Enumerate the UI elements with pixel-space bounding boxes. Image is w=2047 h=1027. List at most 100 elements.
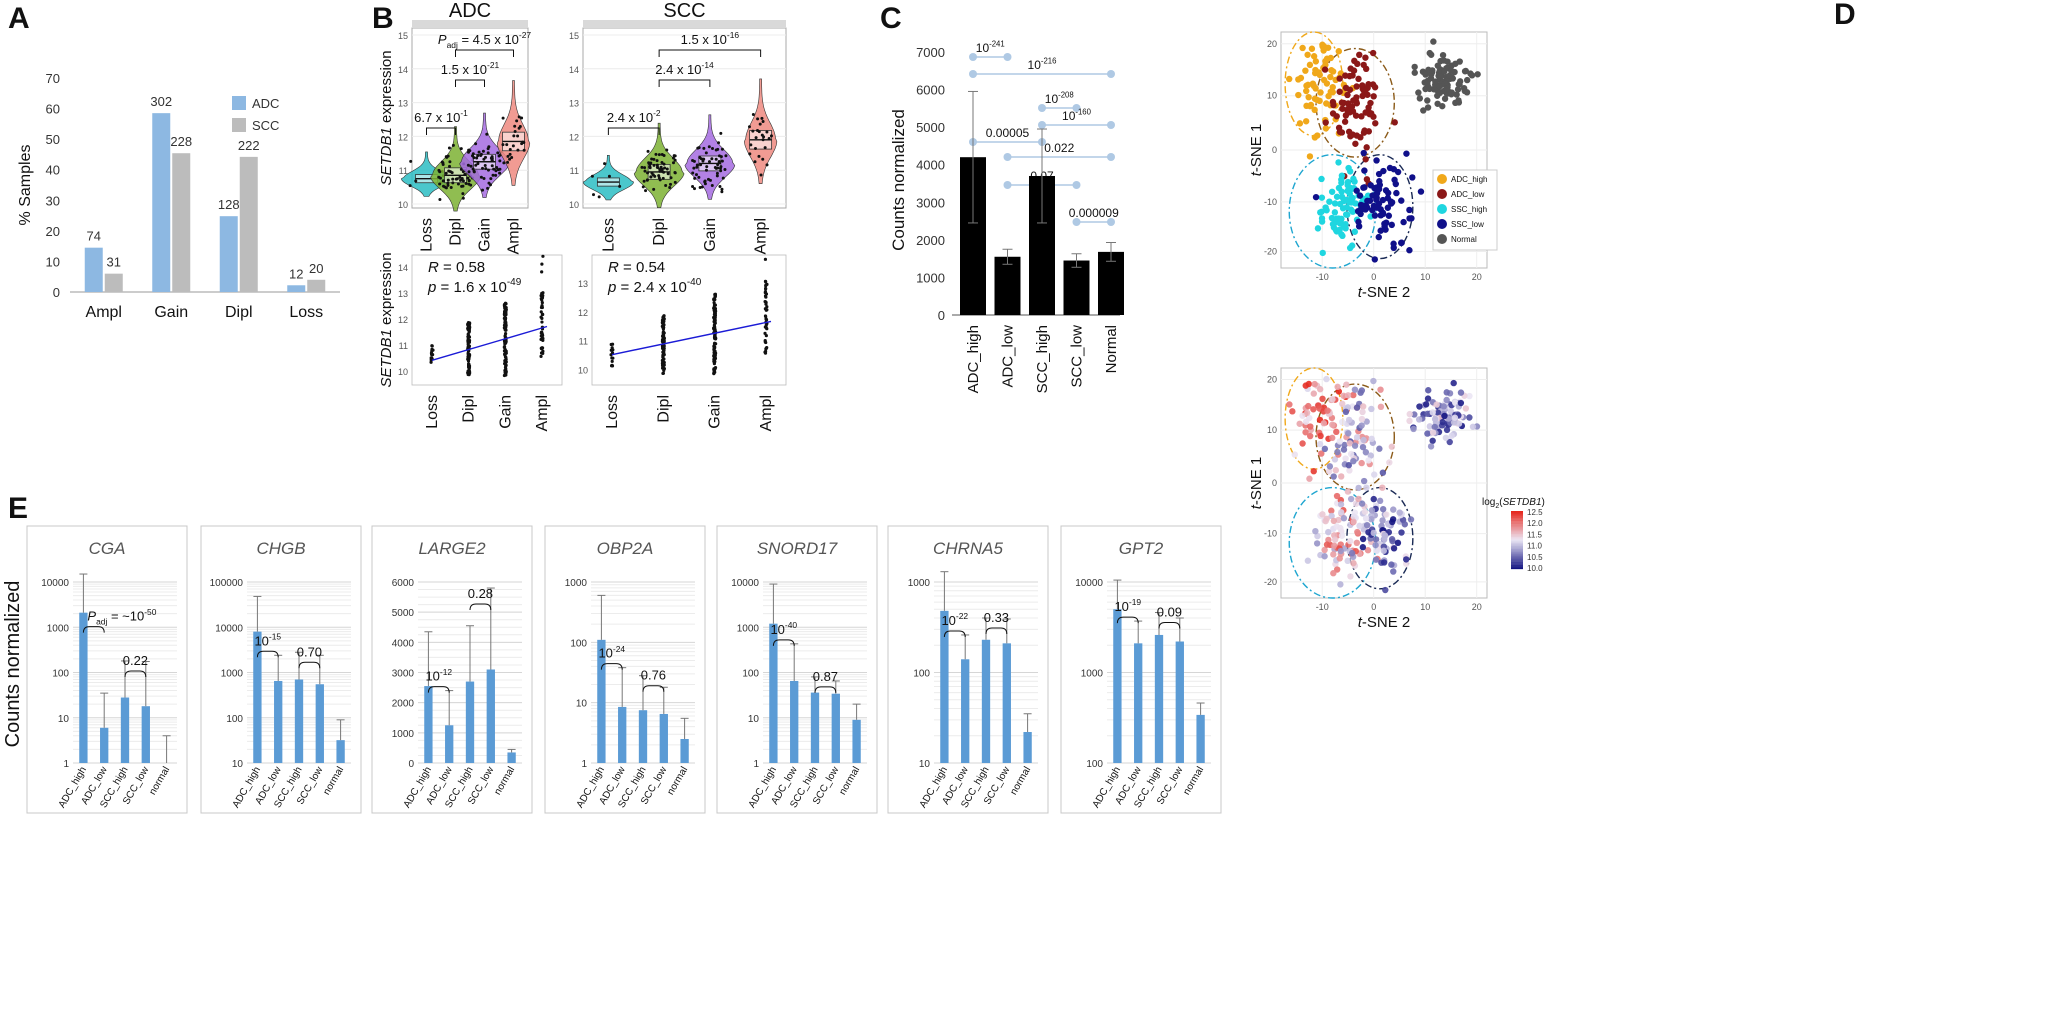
b-scatter-point [466, 364, 471, 368]
d-point [1416, 403, 1423, 410]
d-point [1375, 185, 1383, 193]
d-point [1362, 109, 1369, 116]
d-point [1440, 403, 1447, 410]
b-violin-point [693, 176, 697, 180]
b-violin-point [643, 166, 647, 170]
b-violin-point [666, 172, 670, 176]
d-point [1416, 95, 1424, 102]
b-violin-point [699, 163, 703, 167]
d-point [1415, 89, 1422, 96]
b-violin-point [471, 167, 475, 171]
d-point [1289, 408, 1296, 415]
d-point [1337, 581, 1344, 588]
b-violin-point [508, 157, 512, 161]
d-point [1310, 53, 1318, 60]
d-point [1308, 45, 1316, 52]
d-point [1328, 67, 1335, 74]
d-point [1321, 553, 1328, 560]
a-count-label: 12 [289, 266, 303, 281]
c-ytick: 6000 [916, 83, 945, 98]
b-violin-point [461, 184, 465, 188]
e-ytick: 1 [63, 759, 69, 770]
e-bar [507, 752, 516, 763]
d-point [1323, 375, 1330, 383]
a-bar [84, 247, 103, 292]
d-point [1448, 67, 1455, 74]
e-ytick: 10 [576, 699, 588, 710]
d-point [1349, 208, 1357, 215]
b-scatter-point [540, 262, 544, 266]
d-point [1339, 105, 1346, 112]
b-scatter-r: R = 0.58 [428, 259, 485, 276]
b-scatter-xtick: Loss [424, 395, 441, 429]
b-scatter-point [661, 371, 665, 376]
d-point [1323, 515, 1330, 522]
e-ytick: 1000 [908, 578, 931, 589]
d-legend-label: Normal [1451, 235, 1477, 244]
d-point [1368, 435, 1375, 443]
d-legend-swatch [1437, 174, 1447, 184]
b-violin-point [483, 164, 487, 168]
e-p1-label: 10-22 [941, 611, 968, 628]
b-scatter-point [712, 371, 716, 376]
b-violin-point [661, 176, 665, 180]
b-scatter-ytick: 11 [399, 341, 408, 351]
c-comparison-dot [1072, 104, 1081, 112]
d-point [1396, 509, 1403, 516]
d-point [1448, 432, 1455, 439]
b-violin-point [652, 187, 656, 191]
b-scatter-point [713, 303, 717, 307]
b-violin-point [481, 166, 485, 170]
d-point [1318, 218, 1326, 225]
d-xtick: 20 [1472, 602, 1482, 612]
b-violin-point [645, 178, 649, 182]
d-point [1372, 120, 1379, 127]
d-colorbar-cell [1511, 534, 1523, 536]
e-ytick: 10000 [1075, 578, 1103, 589]
d-point [1469, 423, 1477, 430]
b-violin-point [691, 184, 695, 188]
c-comparison-label: 10-208 [1045, 91, 1074, 106]
d-point [1424, 80, 1431, 88]
d-point [1429, 429, 1437, 436]
b-scatter-point [713, 321, 717, 325]
d-point [1365, 529, 1372, 536]
b-violin-point [660, 152, 664, 156]
a-bar [307, 279, 326, 292]
d-point [1398, 529, 1405, 536]
d-point [1400, 218, 1407, 226]
d-point [1446, 438, 1453, 446]
d-point [1415, 416, 1423, 423]
d-point [1327, 73, 1334, 81]
b-violin-xtick: Loss [600, 218, 617, 252]
d-point [1356, 522, 1363, 530]
d-point [1379, 484, 1386, 491]
b-violin-title: SCC [663, 0, 705, 22]
b-violin-point [508, 152, 512, 156]
d-point [1353, 100, 1361, 107]
d-point [1314, 532, 1321, 540]
d-xtick: 0 [1371, 602, 1376, 612]
d-point [1299, 440, 1306, 447]
d-point [1443, 85, 1450, 92]
d-point [1323, 207, 1330, 214]
b-violin-point [673, 180, 677, 184]
d-colorbar-cell [1511, 560, 1523, 562]
d-point [1361, 127, 1368, 134]
d-point [1328, 512, 1335, 520]
b-violin-point [673, 171, 677, 175]
b-scatter-point [609, 353, 613, 357]
d-point [1360, 149, 1367, 157]
d-point [1402, 556, 1410, 563]
e-panel-frame [371, 525, 533, 814]
b-scatter-point [541, 333, 545, 338]
d-point [1354, 528, 1361, 536]
d-legend-swatch [1437, 204, 1447, 214]
d-ytick: 20 [1267, 375, 1277, 385]
d-point [1350, 518, 1357, 526]
b-scatter-point [541, 254, 545, 258]
d-point [1304, 557, 1312, 564]
d-point [1352, 140, 1359, 147]
b-violin-point [716, 163, 720, 167]
b-violin-point [702, 146, 706, 150]
